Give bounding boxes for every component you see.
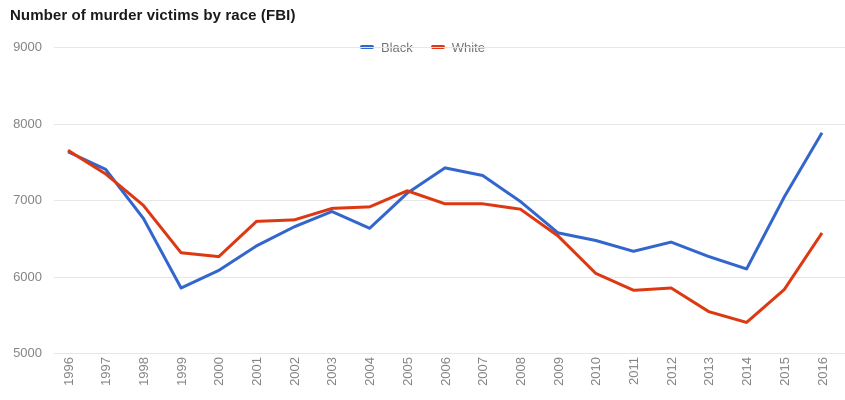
y-axis-label: 7000 (13, 192, 42, 207)
gridline (54, 47, 845, 48)
gridline (54, 200, 845, 201)
y-axis-label: 6000 (13, 269, 42, 284)
series-line-white (67, 149, 824, 324)
y-axis-label: 8000 (13, 116, 42, 131)
gridline (54, 277, 845, 278)
gridline (54, 124, 845, 125)
y-axis-label: 5000 (13, 345, 42, 360)
gridline (54, 353, 845, 354)
series-line-black (67, 131, 824, 290)
chart-title: Number of murder victims by race (FBI) (10, 7, 296, 24)
y-axis-label: 9000 (13, 39, 42, 54)
